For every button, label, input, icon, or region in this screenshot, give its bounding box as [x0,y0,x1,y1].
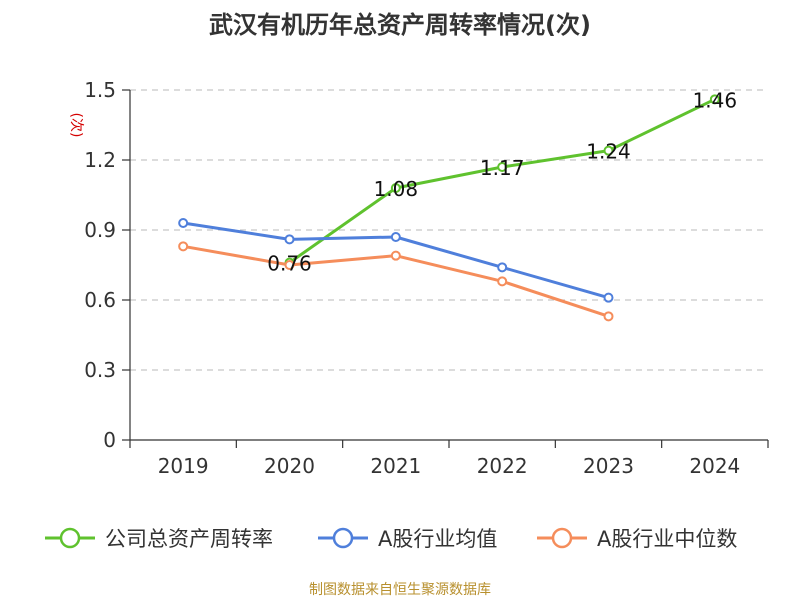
data-label: 1.24 [586,140,631,164]
legend-marker [551,527,573,549]
chart-title: 武汉有机历年总资产周转率情况(次) [209,11,591,39]
y-tick-label: 0.3 [84,358,116,382]
y-tick-label: 1.5 [84,78,116,102]
y-tick-labels: 0 0.3 0.6 0.9 1.2 1.5 [84,78,116,452]
axes [122,89,769,448]
series-3 [178,241,614,322]
y-tick-label: 0.9 [84,218,116,242]
legend[interactable]: 公司总资产周转率 A股行业均值 A股行业中位数 [45,527,737,551]
x-tick-label: 2019 [158,454,209,478]
data-labels: 0.76 1.08 1.17 1.24 1.46 [267,88,737,275]
data-label: 0.76 [267,252,312,276]
series-group [178,94,720,322]
y-tick-label: 0.6 [84,288,116,312]
legend-label: A股行业中位数 [597,527,737,551]
series-2 [178,218,614,303]
legend-label: 公司总资产周转率 [105,527,273,551]
data-label: 1.17 [480,156,525,180]
y-axis-label: (次) [68,113,84,138]
data-point [284,234,295,245]
legend-item-3[interactable]: A股行业中位数 [537,527,737,551]
data-point [709,94,720,105]
data-point [603,145,614,156]
x-tick-label: 2020 [264,454,315,478]
data-label: 1.08 [374,177,419,201]
data-point [603,292,614,303]
source-note: 制图数据来自恒生聚源数据库 [309,582,491,598]
legend-marker [332,527,354,549]
data-point [603,311,614,322]
data-label: 1.46 [693,88,738,112]
x-tick-labels: 2019 2020 2021 2022 2023 2024 [158,454,741,478]
data-point [284,260,295,270]
data-point [390,183,401,193]
data-point [390,232,401,242]
legend-label: A股行业均值 [378,527,497,551]
data-point [390,250,401,261]
series-1 [284,94,720,268]
legend-item-1[interactable]: 公司总资产周转率 [45,527,273,551]
x-tick-label: 2023 [583,454,634,478]
grid-lines [130,89,768,371]
x-tick-label: 2024 [689,454,740,478]
data-point [178,218,189,228]
y-tick-label: 0 [103,428,116,452]
y-tick-label: 1.2 [84,148,116,172]
legend-marker [59,527,81,549]
x-tick-label: 2022 [477,454,528,478]
x-tick-label: 2021 [370,454,421,478]
data-point [497,276,508,287]
data-point [497,162,508,172]
data-point [178,241,189,252]
legend-item-2[interactable]: A股行业均值 [318,527,497,551]
data-point [497,262,508,273]
